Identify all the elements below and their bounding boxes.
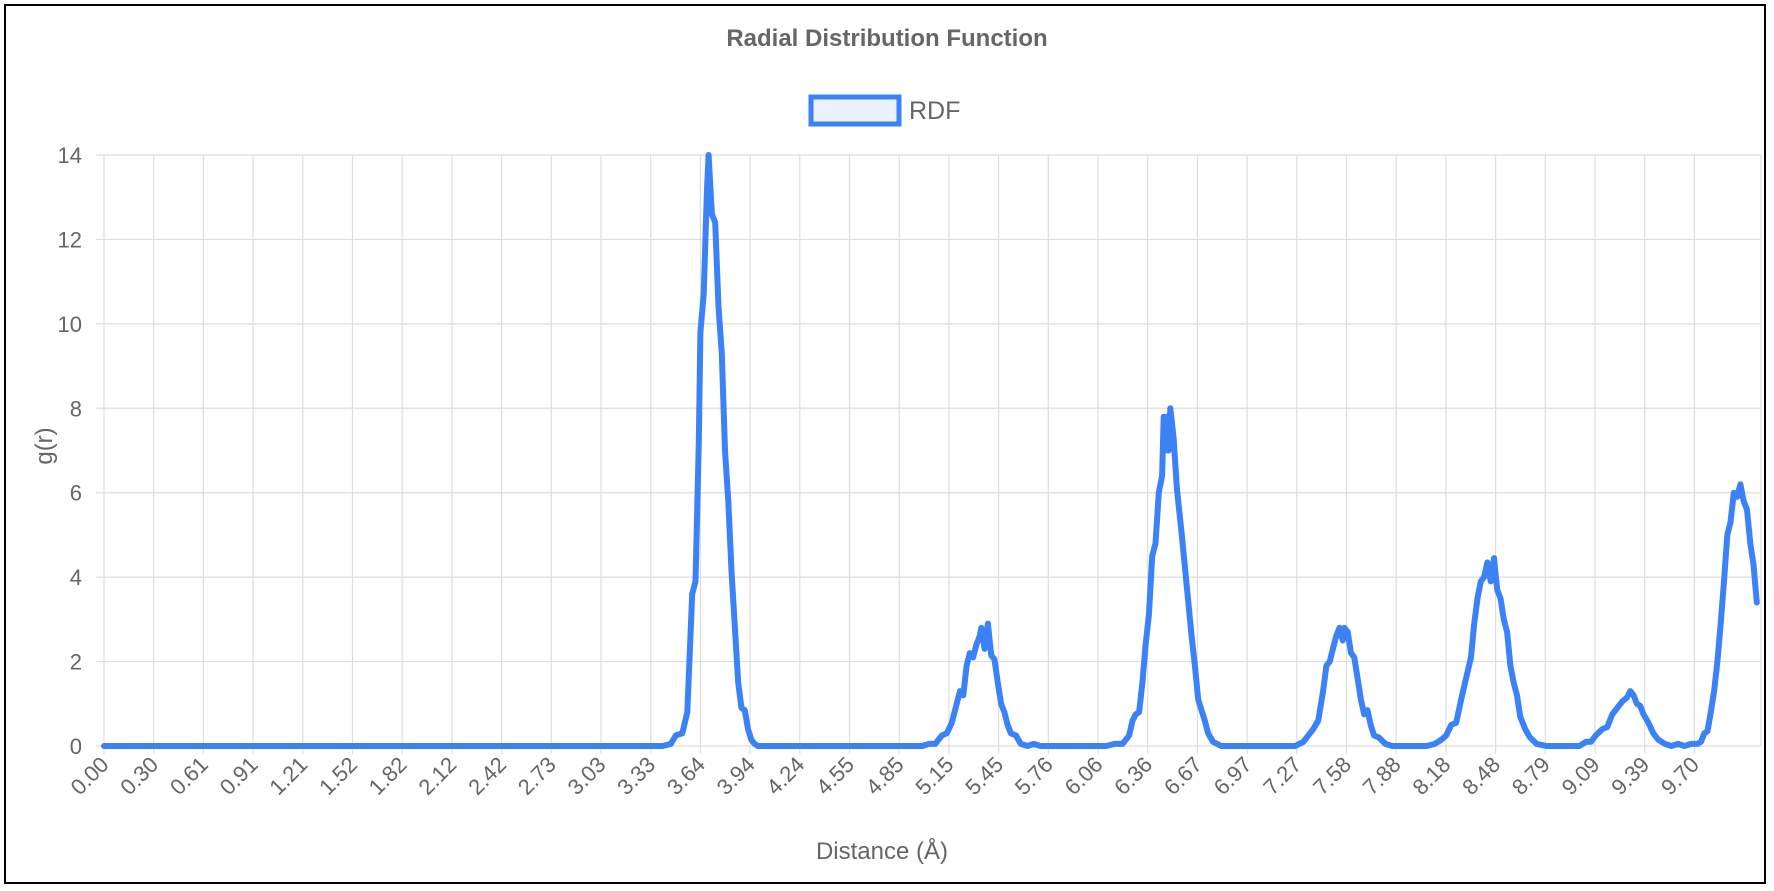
x-tick-label: 5.76	[1010, 752, 1058, 800]
x-tick-label: 5.45	[960, 752, 1008, 800]
y-tick-label: 10	[58, 312, 82, 337]
x-tick-label: 9.70	[1656, 752, 1704, 800]
x-tick-label: 7.27	[1258, 752, 1306, 800]
x-tick-label: 3.03	[563, 752, 611, 800]
plot-area	[101, 152, 1760, 749]
x-tick-label: 0.00	[66, 752, 114, 800]
x-tick-label: 4.85	[861, 752, 909, 800]
x-tick-label: 7.88	[1358, 752, 1406, 800]
x-tick-label: 1.82	[364, 752, 412, 800]
x-tick-label: 9.39	[1606, 752, 1654, 800]
y-tick-label: 8	[70, 396, 82, 421]
y-axis-ticks: 0 2 4 6 8 10 12 14	[58, 143, 82, 759]
y-tick-label: 2	[70, 650, 82, 675]
y-tick-label: 0	[70, 734, 82, 759]
x-tick-label: 6.97	[1209, 752, 1257, 800]
x-tick-label: 8.79	[1507, 752, 1555, 800]
x-axis-ticks: 0.00 0.30 0.61 0.91 1.21 1.52 1.82 2.12 2.42 2.73…	[66, 752, 1704, 800]
x-tick-label: 2.12	[413, 752, 461, 800]
x-axis-label: Distance (Å)	[816, 837, 948, 865]
rdf-chart: Radial Distribution Function RDF 0 2 4 6 8 10…	[31, 25, 1762, 865]
x-tick-label: 7.58	[1308, 752, 1356, 800]
x-tick-label: 6.67	[1159, 752, 1207, 800]
x-tick-label: 3.94	[712, 752, 760, 800]
x-tick-label: 8.48	[1457, 752, 1505, 800]
legend-label-rdf: RDF	[909, 97, 960, 125]
grid	[96, 154, 1762, 754]
x-tick-label: 9.09	[1557, 752, 1605, 800]
y-tick-label: 4	[70, 565, 82, 590]
x-tick-label: 8.18	[1407, 752, 1455, 800]
x-tick-label: 6.36	[1109, 752, 1157, 800]
chart-frame: Radial Distribution Function RDF 0 2 4 6 8 10…	[4, 4, 1766, 884]
x-tick-label: 6.06	[1060, 752, 1108, 800]
x-tick-label: 0.30	[115, 752, 163, 800]
x-tick-label: 4.24	[761, 752, 809, 800]
y-tick-label: 14	[58, 143, 82, 168]
x-tick-label: 1.52	[314, 752, 362, 800]
x-tick-label: 3.33	[612, 752, 660, 800]
x-tick-label: 4.55	[811, 752, 859, 800]
x-tick-label: 2.42	[463, 752, 511, 800]
x-tick-label: 0.61	[165, 752, 213, 800]
rdf-series-line[interactable]	[101, 152, 1760, 749]
x-tick-label: 1.21	[264, 752, 312, 800]
y-axis-label: g(r)	[31, 427, 58, 464]
chart-title: Radial Distribution Function	[726, 25, 1047, 52]
legend-swatch	[808, 94, 902, 127]
y-tick-label: 6	[70, 481, 82, 506]
x-tick-label: 3.64	[662, 752, 710, 800]
y-tick-label: 12	[58, 227, 82, 252]
x-tick-label: 5.15	[910, 752, 958, 800]
legend[interactable]: RDF	[808, 94, 960, 127]
x-tick-label: 2.73	[513, 752, 561, 800]
x-tick-label: 0.91	[215, 752, 263, 800]
